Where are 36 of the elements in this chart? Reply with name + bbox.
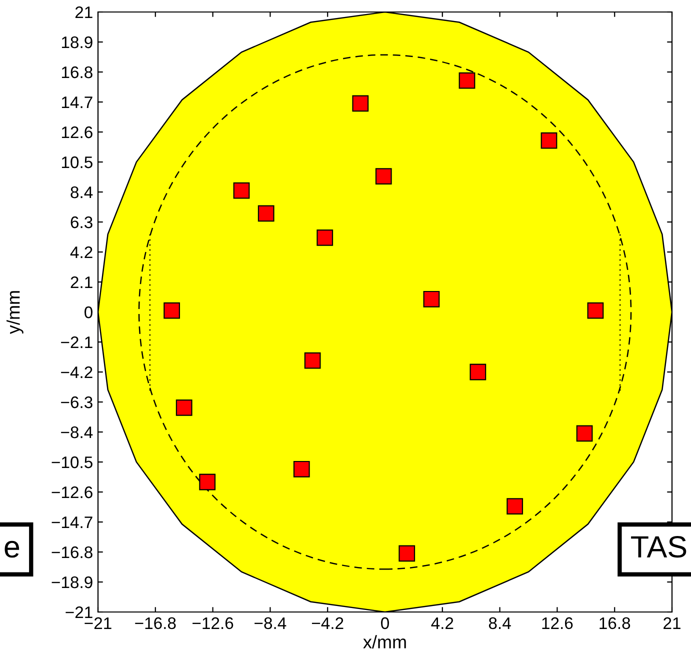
y-tick-label: −6.3 bbox=[61, 396, 92, 408]
x-tick-label: −16.8 bbox=[135, 617, 176, 630]
y-tick-label: 21 bbox=[75, 6, 92, 18]
y-tick-label: 4.2 bbox=[70, 246, 92, 258]
y-tick-label: 2.1 bbox=[70, 276, 92, 288]
y-tick-label: −10.5 bbox=[52, 456, 92, 468]
x-tick-label: 21 bbox=[664, 617, 680, 629]
x-tick-label: −8.4 bbox=[254, 617, 286, 630]
y-tick-label: −21 bbox=[66, 606, 92, 618]
x-tick-label: −12.6 bbox=[192, 617, 234, 630]
y-tick-label: −18.9 bbox=[52, 576, 92, 588]
y-tick-label: −8.4 bbox=[61, 426, 93, 438]
y-tick-label: 6.3 bbox=[70, 216, 92, 228]
y-tick-label: 10.5 bbox=[62, 156, 92, 168]
x-tick-label: 16.8 bbox=[600, 617, 630, 630]
y-tick-label: −12.6 bbox=[52, 486, 92, 498]
y-tick-label: 12.6 bbox=[62, 126, 92, 138]
y-tick-label: 0 bbox=[84, 306, 92, 318]
x-tick-label: 8.4 bbox=[488, 617, 511, 630]
y-tick-label: −4.2 bbox=[61, 366, 92, 378]
text: e bbox=[4, 540, 20, 558]
x-tick-label: 4.2 bbox=[431, 617, 454, 629]
y-tick-label: 8.4 bbox=[70, 186, 93, 198]
y-tick-label: 14.7 bbox=[62, 96, 92, 108]
y-axis-title: y/mm bbox=[6, 291, 24, 334]
y-tick-label: −2.1 bbox=[61, 336, 92, 348]
x-tick-label: 0 bbox=[381, 617, 389, 630]
x-axis-title: x/mm bbox=[363, 635, 406, 648]
y-tick-label: −14.7 bbox=[52, 516, 92, 528]
y-tick-label: 16.8 bbox=[62, 66, 92, 78]
y-tick-label: −16.8 bbox=[52, 546, 92, 558]
x-tick-label: −21 bbox=[84, 617, 112, 629]
y-tick-label: 18.9 bbox=[62, 36, 92, 48]
annotation: TAS bbox=[631, 536, 686, 558]
x-tick-label: 12.6 bbox=[542, 617, 573, 630]
x-tick-label: −4.2 bbox=[312, 617, 344, 629]
